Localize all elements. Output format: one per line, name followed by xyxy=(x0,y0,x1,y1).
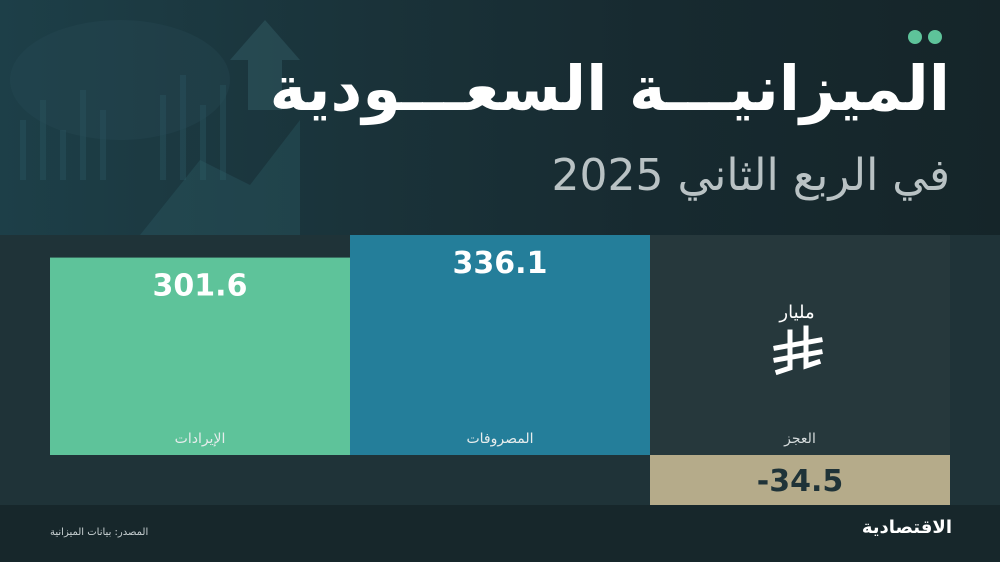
value-label: 336.1 xyxy=(453,246,548,281)
page-title: الميزانيـــة السعـــودية xyxy=(269,52,950,125)
bar-expenses xyxy=(350,235,650,455)
unit-label: مليار xyxy=(778,302,814,323)
category-label: الإيرادات xyxy=(175,431,226,447)
category-label: العجز xyxy=(783,431,816,447)
riyal-sign-icon xyxy=(773,325,823,376)
brand-dots xyxy=(908,30,942,44)
market-background-graphic xyxy=(10,20,300,235)
bar-revenue xyxy=(50,257,350,455)
header-banner: الميزانيـــة السعـــودية في الربع الثاني… xyxy=(0,0,1000,235)
source-note: المصدر: بيانات الميزانية xyxy=(50,527,149,538)
page-subtitle: في الربع الثاني 2025 xyxy=(551,150,950,201)
brand-dot xyxy=(928,30,942,44)
publisher-logo: الاقتصادية xyxy=(861,517,952,538)
category-label: المصروفات xyxy=(466,431,533,447)
value-label: 301.6 xyxy=(153,269,248,304)
brand-dot xyxy=(908,30,922,44)
footer-bar xyxy=(0,505,1000,562)
value-label: -34.5 xyxy=(757,464,843,499)
bar-deficit xyxy=(650,455,950,505)
